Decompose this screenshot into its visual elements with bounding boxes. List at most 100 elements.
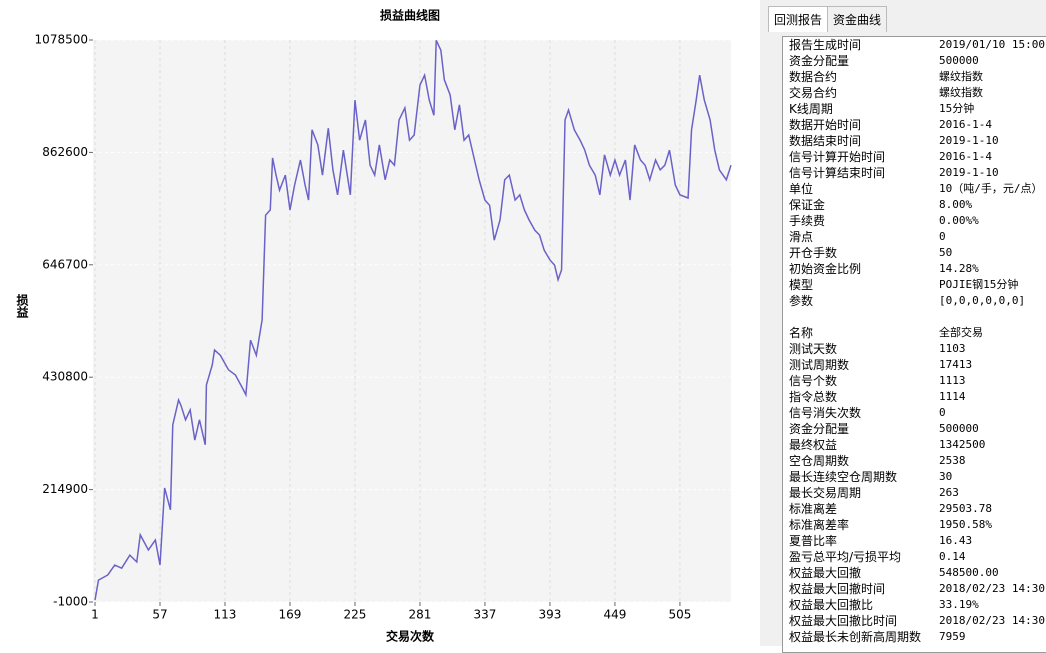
- row-label: K线周期: [789, 102, 833, 116]
- report-row: 最长连续空仓周期数 30: [783, 469, 1046, 485]
- row-value: 2019/01/10 15:00:0: [939, 38, 1046, 51]
- tab[interactable]: 回测报告: [768, 6, 829, 32]
- report-row: 权益最大回撤 548500.00: [783, 565, 1046, 581]
- report-row: 信号个数 1113: [783, 373, 1046, 389]
- y-tick-label: 1078500: [35, 33, 88, 47]
- report-row: 权益最大回撤时间 2018/02/23 14:30: [783, 581, 1046, 597]
- row-label: 标准离差率: [789, 518, 850, 532]
- row-label: 初始资金比例: [789, 262, 862, 276]
- row-value: 16.43: [939, 534, 973, 547]
- report-row: 手续费 0.00%%: [783, 213, 1046, 229]
- row-label: 测试周期数: [789, 358, 850, 372]
- x-tick-label: 225: [344, 608, 367, 622]
- report-row: 交易合约 螺纹指数: [783, 85, 1046, 101]
- report-row: 保证金 8.00%: [783, 197, 1046, 213]
- row-label: 盈亏总平均/亏损平均: [789, 550, 902, 564]
- report-row: 报告生成时间 2019/01/10 15:00:0: [783, 37, 1046, 53]
- chart-title: 损益曲线图: [380, 8, 440, 23]
- report-row: 标准离差 29503.78: [783, 501, 1046, 517]
- row-value: 30: [939, 470, 953, 483]
- report-row: 单位 10（吨/手，元/点）: [783, 181, 1046, 197]
- row-value: 8.00%: [939, 198, 973, 211]
- report-row: 标准离差率 1950.58%: [783, 517, 1046, 533]
- report-row: 空仓周期数 2538: [783, 453, 1046, 469]
- report-row: 测试天数 1103: [783, 341, 1046, 357]
- row-label: 权益最大回撤比: [789, 598, 874, 612]
- x-tick-label: 1: [91, 608, 99, 622]
- row-label: 报告生成时间: [789, 38, 862, 52]
- row-value: 2018/02/23 14:30: [939, 614, 1045, 627]
- report-row: 权益最长未创新高周期数 7959: [783, 629, 1046, 645]
- report-row: 权益最大回撤比时间 2018/02/23 14:30: [783, 613, 1046, 629]
- report-row: 盈亏总平均/亏损平均 0.14: [783, 549, 1046, 565]
- row-label: 交易合约: [789, 86, 838, 100]
- report-row: 最长交易周期 263: [783, 485, 1046, 501]
- row-value: 2019-1-10: [939, 134, 999, 147]
- row-value: POJIE钢15分钟: [939, 278, 1019, 291]
- row-value: 2019-1-10: [939, 166, 999, 179]
- row-value: 50: [939, 246, 953, 259]
- report-row: 数据开始时间 2016-1-4: [783, 117, 1046, 133]
- row-label: 权益最大回撤: [789, 566, 862, 580]
- row-value: [0,0,0,0,0,0]: [939, 294, 1026, 307]
- row-label: 数据合约: [789, 70, 838, 84]
- report-row: 数据结束时间 2019-1-10: [783, 133, 1046, 149]
- row-label: 最长连续空仓周期数: [789, 470, 898, 484]
- y-tick-label: -1000: [53, 595, 88, 609]
- tab-bar: 回测报告 资金曲线: [768, 6, 888, 32]
- x-axis-label: 交易次数: [386, 629, 435, 644]
- row-value: 1103: [939, 342, 966, 355]
- row-label: 资金分配量: [789, 54, 850, 68]
- y-axis-label: 损益: [15, 293, 29, 319]
- report-row: 最终权益 1342500: [783, 437, 1046, 453]
- report-row: 测试周期数 17413: [783, 357, 1046, 373]
- row-value: 7959: [939, 630, 966, 643]
- row-label: 信号消失次数: [789, 406, 862, 420]
- report-row: 资金分配量 500000: [783, 421, 1046, 437]
- row-label: 夏普比率: [789, 534, 838, 548]
- row-label: 保证金: [789, 198, 826, 212]
- row-value: 1113: [939, 374, 966, 387]
- row-label: 单位: [789, 182, 814, 196]
- row-value: 2018/02/23 14:30: [939, 582, 1045, 595]
- row-value: 2016-1-4: [939, 150, 992, 163]
- row-label: 测试天数: [789, 342, 838, 356]
- row-value: 螺纹指数: [939, 70, 983, 83]
- row-label: 名称: [789, 326, 814, 340]
- x-tick-label: 169: [279, 608, 302, 622]
- report-row: 夏普比率 16.43: [783, 533, 1046, 549]
- y-tick-label: 214900: [42, 482, 88, 496]
- report-row: 信号计算结束时间 2019-1-10: [783, 165, 1046, 181]
- row-label: 滑点: [789, 230, 814, 244]
- row-value: 1342500: [939, 438, 986, 451]
- report-row: 参数 [0,0,0,0,0,0]: [783, 293, 1046, 309]
- row-value: 548500.00: [939, 566, 999, 579]
- row-label: 最终权益: [789, 438, 838, 452]
- report-row: 开仓手数 50: [783, 245, 1046, 261]
- spacer: [783, 309, 1046, 325]
- row-label: 数据结束时间: [789, 134, 862, 148]
- row-value: 14.28%: [939, 262, 979, 275]
- row-label: 空仓周期数: [789, 454, 850, 468]
- row-label: 信号计算结束时间: [789, 166, 886, 180]
- row-label: 手续费: [789, 214, 826, 228]
- row-label: 信号个数: [789, 374, 838, 388]
- report-row: 模型 POJIE钢15分钟: [783, 277, 1046, 293]
- row-value: 1114: [939, 390, 966, 403]
- row-label: 信号计算开始时间: [789, 150, 886, 164]
- plot-area: [93, 40, 731, 602]
- report-row: 初始资金比例 14.28%: [783, 261, 1046, 277]
- report-row: K线周期 15分钟: [783, 101, 1046, 117]
- row-label: 参数: [789, 294, 814, 308]
- row-label: 权益最大回撤时间: [789, 582, 886, 596]
- row-label: 资金分配量: [789, 422, 850, 436]
- report-row: 信号消失次数 0: [783, 405, 1046, 421]
- chart: 损益曲线图 交易次数 损益 -1000 214900 430800 646700 862…: [15, 8, 732, 644]
- tab[interactable]: 资金曲线: [827, 6, 888, 32]
- row-label: 指令总数: [789, 390, 838, 404]
- row-value: 0: [939, 230, 946, 243]
- row-label: 最长交易周期: [789, 486, 862, 500]
- row-label: 权益最大回撤比时间: [789, 614, 898, 628]
